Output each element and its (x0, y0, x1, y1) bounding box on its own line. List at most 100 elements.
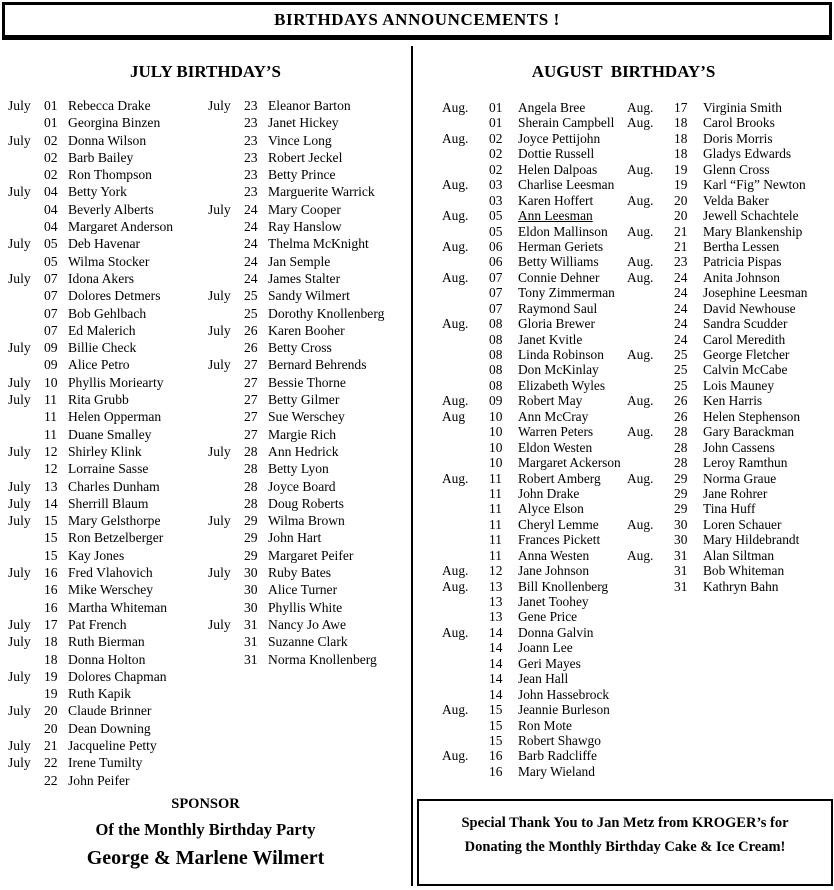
person-name: Alyce Elson (518, 501, 584, 517)
person-name: Bob Gehlbach (68, 305, 147, 321)
day-number: 08 (489, 316, 503, 332)
day-number: 11 (489, 516, 502, 532)
thank-you-line-1: Special Thank You to Jan Metz from KROGE… (461, 815, 789, 831)
birthday-entry: July 13 Charles Dunham (8, 478, 208, 495)
person-name: Wilma Stocker (68, 253, 150, 269)
person-name: Joyce Pettijohn (518, 130, 601, 146)
month-label: July (8, 478, 31, 494)
day-number: 14 (489, 640, 503, 656)
person-name: Betty Prince (268, 167, 336, 183)
day-number: 27 (244, 357, 258, 373)
birthday-entry: July 24 Mary Cooper (208, 201, 411, 218)
day-number: 30 (674, 532, 688, 548)
month-label (627, 440, 674, 455)
day-number: 25 (244, 288, 258, 304)
day-number: 02 (489, 146, 503, 162)
person-name: Phyllis White (268, 599, 343, 615)
birthday-entry: Aug. 11 Robert Amberg (442, 471, 627, 486)
birthday-entry: 11 Alyce Elson (442, 501, 627, 516)
person-name: Robert May (518, 393, 583, 409)
month-label: July (8, 374, 31, 390)
birthday-entry: 11 Frances Pickett (442, 532, 627, 547)
day-number: 28 (674, 424, 688, 440)
person-name: Karl “Fig” Newton (703, 177, 806, 193)
day-number: 26 (674, 408, 688, 424)
month-label (8, 201, 44, 218)
birthday-entry: July 16 Fred Vlahovich (8, 564, 208, 581)
birthday-entry: 16 Mary Wieland (442, 764, 627, 779)
day-number: 27 (244, 409, 258, 425)
birthday-entry: Aug. 16 Barb Radcliffe (442, 748, 627, 763)
person-name: Donna Wilson (68, 132, 147, 148)
month-label: Aug. (442, 624, 469, 640)
month-label (627, 579, 674, 594)
month-label: July (8, 616, 31, 632)
month-label (208, 547, 244, 564)
birthday-entry: Aug. 18 Carol Brooks (627, 115, 834, 130)
sponsor-subtitle: Of the Monthly Birthday Party (95, 820, 316, 839)
month-label (8, 460, 44, 477)
day-number: 02 (44, 167, 58, 183)
day-number: 29 (674, 485, 688, 501)
day-number: 03 (489, 177, 503, 193)
birthday-entry: 30 Phyllis White (208, 599, 411, 616)
birthday-entry: 11 Cheryl Lemme (442, 517, 627, 532)
month-label (8, 356, 44, 373)
month-label (442, 486, 489, 501)
person-name: John Drake (518, 485, 580, 501)
month-label (208, 460, 244, 477)
day-number: 13 (489, 594, 503, 609)
day-number: 19 (674, 161, 688, 177)
person-name: Kay Jones (68, 547, 125, 563)
day-number: 28 (244, 495, 258, 511)
birthday-entry: 07 Dolores Detmers (8, 287, 208, 304)
day-number: 27 (244, 374, 258, 390)
person-name: John Cassens (703, 439, 775, 455)
month-label (442, 455, 489, 470)
month-label (442, 224, 489, 239)
day-number: 21 (674, 238, 688, 254)
day-number: 16 (44, 599, 58, 615)
day-number: 04 (44, 219, 58, 235)
day-number: 16 (489, 763, 503, 779)
day-number: 07 (44, 270, 58, 286)
month-label (208, 374, 244, 391)
birthday-entry: July 04 Betty York (8, 183, 208, 200)
month-label: July (208, 616, 231, 632)
day-number: 18 (674, 130, 688, 146)
month-label (208, 529, 244, 546)
person-name: Karen Booher (268, 322, 345, 338)
day-number: 27 (244, 392, 258, 408)
person-name: David Newhouse (703, 300, 796, 316)
month-label: Aug. (627, 547, 654, 563)
birthday-entry: July 12 Shirley Klink (8, 443, 208, 460)
month-label (627, 532, 674, 547)
month-label: Aug. (442, 238, 469, 254)
person-name: Betty Gilmer (268, 392, 340, 408)
month-label (8, 529, 44, 546)
month-label (208, 495, 244, 512)
person-name: Jacqueline Petty (68, 737, 157, 753)
day-number: 31 (674, 578, 688, 594)
person-name: Irene Tumilty (68, 755, 143, 771)
person-name: Don McKinlay (518, 362, 599, 378)
month-label: Aug. (442, 702, 469, 718)
month-label: July (8, 443, 31, 459)
day-number: 11 (44, 426, 58, 442)
month-label: Aug. (627, 223, 654, 239)
day-number: 23 (244, 167, 258, 183)
month-label (442, 115, 489, 130)
person-name: Claude Brinner (68, 703, 152, 719)
month-label (208, 581, 244, 598)
birthday-entry: July 17 Pat French (8, 616, 208, 633)
person-name: Georgina Binzen (68, 115, 161, 131)
person-name: Janet Kvitle (518, 331, 583, 347)
month-label (442, 285, 489, 300)
day-number: 05 (489, 223, 503, 239)
month-label (442, 424, 489, 439)
birthday-entry: 22 John Peifer (8, 772, 208, 789)
month-label (208, 408, 244, 425)
birthday-entry: 05 Wilma Stocker (8, 253, 208, 270)
birthday-entry: 29 Tina Huff (627, 501, 834, 516)
month-label (627, 301, 674, 316)
